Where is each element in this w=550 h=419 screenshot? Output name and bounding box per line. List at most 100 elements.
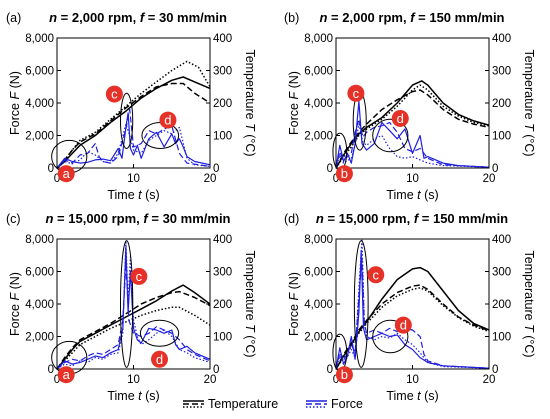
force-series-dash	[336, 118, 489, 168]
data-series-group	[336, 238, 489, 369]
y-axis-label: Force F (N)	[287, 71, 301, 135]
force-series-dash	[57, 262, 210, 369]
y2-axis-label: Temperature T (°C)	[243, 49, 257, 156]
chart-title: n = 15,000 rpm, f = 150 mm/min	[316, 211, 508, 226]
data-series-group	[57, 60, 210, 168]
y2-tick-label: 200	[213, 98, 232, 110]
force-series-dot	[336, 238, 489, 369]
annotation-label-c: c	[136, 269, 143, 284]
force-series-dot	[336, 123, 489, 168]
data-series-group	[336, 80, 489, 168]
y2-tick-label: 200	[213, 299, 232, 311]
annotation-label-c: c	[353, 86, 360, 101]
chart-title: n = 2,000 rpm, f = 150 mm/min	[319, 10, 504, 25]
y2-tick-label: 300	[492, 267, 511, 279]
temperature-series-solid	[336, 80, 489, 168]
y2-tick-label: 400	[213, 234, 232, 246]
temperature-series-dot	[57, 306, 210, 369]
annotation-label-d: d	[156, 352, 163, 367]
annotation-label-d: d	[164, 113, 171, 128]
annotation-ellipse-c	[119, 92, 134, 149]
y-tick-label: 0	[48, 364, 54, 376]
temperature-series-dash	[57, 82, 210, 168]
x-tick-label: 0	[54, 173, 60, 185]
panel-label: (c)	[6, 212, 21, 226]
annotation-label-c: c	[111, 87, 118, 102]
y-tick-label: 0	[327, 163, 333, 175]
x-axis-label: Time t (s)	[107, 389, 159, 403]
panel-label: (a)	[6, 11, 21, 25]
y-tick-label: 2,000	[304, 332, 333, 344]
x-tick-label: 0	[333, 173, 339, 185]
panel-label: (d)	[284, 212, 299, 226]
annotation-label-d: d	[400, 318, 407, 333]
y2-tick-label: 0	[213, 163, 219, 175]
x-tick-label: 0	[333, 374, 339, 386]
y-axis-label: Force F (N)	[287, 272, 301, 336]
annotation-marker-b	[335, 366, 353, 384]
chart-panel-b: (b) n = 2,000 rpm, f = 150 mm/min 0 2,000 4,…	[284, 10, 536, 202]
temperature-series-solid	[57, 76, 210, 168]
y2-tick-label: 200	[492, 98, 511, 110]
annotation-label-a: a	[63, 367, 71, 382]
y-tick-label: 6,000	[25, 66, 54, 78]
y2-tick-label: 300	[492, 66, 511, 78]
x-tick-label: 20	[204, 374, 217, 386]
x-tick-label: 10	[127, 173, 140, 185]
x-tick-label: 0	[54, 374, 60, 386]
force-series-solid	[336, 249, 489, 369]
force-series-solid	[57, 246, 210, 369]
x-axis-label: Time t (s)	[107, 188, 159, 202]
legend: Temperature Force	[183, 397, 363, 411]
chart-panel-d: (d) n = 15,000 rpm, f = 150 mm/min 0 2,000 4…	[284, 211, 536, 403]
annotation-ellipse-d	[139, 319, 180, 347]
data-series-group	[57, 240, 210, 369]
y-tick-label: 4,000	[25, 98, 54, 110]
y-tick-label: 8,000	[304, 33, 333, 45]
x-tick-label: 20	[483, 173, 496, 185]
annotation-label-a: a	[63, 166, 71, 181]
y-tick-label: 0	[327, 364, 333, 376]
y-axis-label: Force F (N)	[8, 272, 22, 336]
y-axis-label: Force F (N)	[8, 71, 22, 135]
chart-title: n = 15,000 rpm, f = 30 mm/min	[45, 211, 230, 226]
annotation-label-b: b	[341, 367, 348, 382]
force-series-dash	[57, 108, 210, 168]
y-tick-label: 0	[48, 163, 54, 175]
y-tick-label: 4,000	[304, 299, 333, 311]
y2-tick-label: 100	[492, 332, 511, 344]
y-tick-label: 4,000	[25, 299, 54, 311]
y2-tick-label: 0	[492, 163, 498, 175]
y2-tick-label: 200	[492, 299, 511, 311]
temperature-series-dash	[336, 89, 489, 168]
annotation-marker-c	[105, 85, 123, 103]
legend-force-label: Force	[331, 397, 363, 411]
annotation-ellipse-d	[372, 319, 409, 354]
y2-axis-label: Temperature T (°C)	[243, 250, 257, 357]
y2-tick-label: 100	[492, 131, 511, 143]
annotation-label-d: d	[397, 111, 404, 126]
y-tick-label: 2,000	[304, 131, 333, 143]
panel-label: (b)	[284, 11, 299, 25]
y-tick-label: 2,000	[25, 332, 54, 344]
temperature-series-dash	[57, 290, 210, 369]
y-tick-label: 8,000	[304, 234, 333, 246]
force-series-solid	[57, 112, 210, 168]
y2-axis-label: Temperature T (°C)	[522, 250, 536, 357]
annotation-marker-a	[57, 165, 75, 183]
x-tick-label: 10	[406, 374, 419, 386]
temperature-series-dot	[57, 60, 210, 168]
temperature-series-dot	[336, 84, 489, 168]
y2-tick-label: 0	[213, 364, 219, 376]
annotation-marker-c	[130, 267, 148, 285]
annotation-marker-c	[367, 266, 385, 284]
x-tick-label: 10	[127, 374, 140, 386]
y2-tick-label: 300	[213, 267, 232, 279]
temperature-series-solid	[57, 284, 210, 369]
annotation-label-b: b	[341, 166, 348, 181]
force-series-dot	[57, 240, 210, 369]
x-tick-label: 20	[204, 173, 217, 185]
annotation-marker-d	[159, 111, 177, 129]
annotation-marker-d	[151, 350, 169, 368]
